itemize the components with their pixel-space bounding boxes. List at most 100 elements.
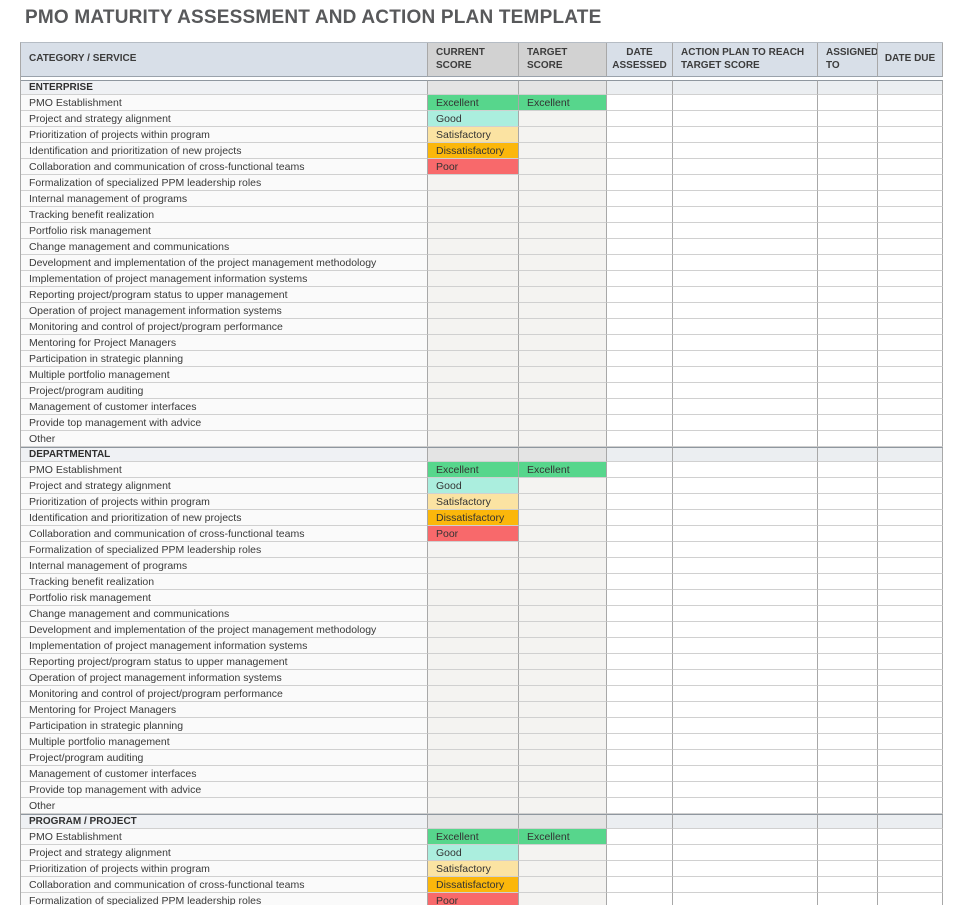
target-cell[interactable] (519, 861, 607, 877)
target-cell[interactable]: Excellent (519, 829, 607, 845)
assigned-to-cell[interactable] (818, 335, 878, 351)
column-header-target-score[interactable]: TARGET SCORE (519, 43, 607, 77)
category-cell[interactable]: Identification and prioritization of new… (21, 510, 428, 526)
category-cell[interactable]: Reporting project/program status to uppe… (21, 654, 428, 670)
target-cell[interactable] (519, 143, 607, 159)
category-cell[interactable]: Multiple portfolio management (21, 734, 428, 750)
assigned-to-cell[interactable] (818, 877, 878, 893)
target-cell[interactable]: Excellent (519, 95, 607, 111)
category-cell[interactable]: Project and strategy alignment (21, 478, 428, 494)
action-plan-cell[interactable] (673, 191, 818, 207)
date-assessed-cell[interactable] (607, 845, 673, 861)
section-date_due-cell[interactable] (878, 447, 943, 462)
action-plan-cell[interactable] (673, 670, 818, 686)
action-plan-cell[interactable] (673, 287, 818, 303)
target-cell[interactable] (519, 734, 607, 750)
assigned-to-cell[interactable] (818, 702, 878, 718)
action-plan-cell[interactable] (673, 558, 818, 574)
current-cell[interactable] (428, 606, 519, 622)
target-cell[interactable] (519, 383, 607, 399)
section-assigned_to-cell[interactable] (818, 447, 878, 462)
assigned-to-cell[interactable] (818, 798, 878, 814)
target-cell[interactable] (519, 750, 607, 766)
date-due-cell[interactable] (878, 798, 943, 814)
date-assessed-cell[interactable] (607, 590, 673, 606)
date-assessed-cell[interactable] (607, 686, 673, 702)
current-cell[interactable]: Excellent (428, 829, 519, 845)
date-assessed-cell[interactable] (607, 494, 673, 510)
section-title-cell[interactable]: PROGRAM / PROJECT (21, 814, 428, 829)
date-assessed-cell[interactable] (607, 303, 673, 319)
assigned-to-cell[interactable] (818, 175, 878, 191)
date-assessed-cell[interactable] (607, 702, 673, 718)
action-plan-cell[interactable] (673, 207, 818, 223)
assigned-to-cell[interactable] (818, 239, 878, 255)
action-plan-cell[interactable] (673, 95, 818, 111)
current-cell[interactable] (428, 191, 519, 207)
current-cell[interactable] (428, 175, 519, 191)
target-cell[interactable]: Excellent (519, 462, 607, 478)
date-assessed-cell[interactable] (607, 574, 673, 590)
date-due-cell[interactable] (878, 191, 943, 207)
date-assessed-cell[interactable] (607, 478, 673, 494)
date-due-cell[interactable] (878, 478, 943, 494)
target-cell[interactable] (519, 351, 607, 367)
date-assessed-cell[interactable] (607, 526, 673, 542)
current-cell[interactable]: Satisfactory (428, 494, 519, 510)
assigned-to-cell[interactable] (818, 462, 878, 478)
current-cell[interactable] (428, 622, 519, 638)
target-cell[interactable] (519, 367, 607, 383)
action-plan-cell[interactable] (673, 606, 818, 622)
category-cell[interactable]: Multiple portfolio management (21, 367, 428, 383)
date-assessed-cell[interactable] (607, 223, 673, 239)
action-plan-cell[interactable] (673, 766, 818, 782)
date-assessed-cell[interactable] (607, 431, 673, 447)
assigned-to-cell[interactable] (818, 606, 878, 622)
current-cell[interactable] (428, 223, 519, 239)
column-header-current-score[interactable]: CURRENT SCORE (428, 43, 519, 77)
date-assessed-cell[interactable] (607, 622, 673, 638)
action-plan-cell[interactable] (673, 303, 818, 319)
target-cell[interactable] (519, 239, 607, 255)
current-cell[interactable] (428, 319, 519, 335)
action-plan-cell[interactable] (673, 622, 818, 638)
date-assessed-cell[interactable] (607, 239, 673, 255)
date-due-cell[interactable] (878, 590, 943, 606)
section-title-cell[interactable]: ENTERPRISE (21, 80, 428, 95)
column-header-assigned-to[interactable]: ASSIGNED TO (818, 43, 878, 77)
date-due-cell[interactable] (878, 734, 943, 750)
action-plan-cell[interactable] (673, 782, 818, 798)
date-assessed-cell[interactable] (607, 542, 673, 558)
action-plan-cell[interactable] (673, 893, 818, 905)
date-due-cell[interactable] (878, 542, 943, 558)
assigned-to-cell[interactable] (818, 303, 878, 319)
category-cell[interactable]: Internal management of programs (21, 558, 428, 574)
action-plan-cell[interactable] (673, 127, 818, 143)
assigned-to-cell[interactable] (818, 127, 878, 143)
assigned-to-cell[interactable] (818, 526, 878, 542)
target-cell[interactable] (519, 431, 607, 447)
action-plan-cell[interactable] (673, 845, 818, 861)
date-due-cell[interactable] (878, 558, 943, 574)
date-due-cell[interactable] (878, 638, 943, 654)
current-cell[interactable] (428, 255, 519, 271)
action-plan-cell[interactable] (673, 494, 818, 510)
category-cell[interactable]: Operation of project management informat… (21, 303, 428, 319)
section-assigned_to-cell[interactable] (818, 814, 878, 829)
target-cell[interactable] (519, 478, 607, 494)
action-plan-cell[interactable] (673, 143, 818, 159)
date-assessed-cell[interactable] (607, 861, 673, 877)
date-assessed-cell[interactable] (607, 191, 673, 207)
section-action_plan-cell[interactable] (673, 447, 818, 462)
assigned-to-cell[interactable] (818, 494, 878, 510)
current-cell[interactable]: Poor (428, 893, 519, 905)
current-cell[interactable] (428, 415, 519, 431)
category-cell[interactable]: Implementation of project management inf… (21, 638, 428, 654)
current-cell[interactable] (428, 335, 519, 351)
column-header-date-assessed[interactable]: DATE ASSESSED (607, 43, 673, 77)
target-cell[interactable] (519, 175, 607, 191)
assigned-to-cell[interactable] (818, 622, 878, 638)
assigned-to-cell[interactable] (818, 143, 878, 159)
assigned-to-cell[interactable] (818, 383, 878, 399)
target-cell[interactable] (519, 845, 607, 861)
